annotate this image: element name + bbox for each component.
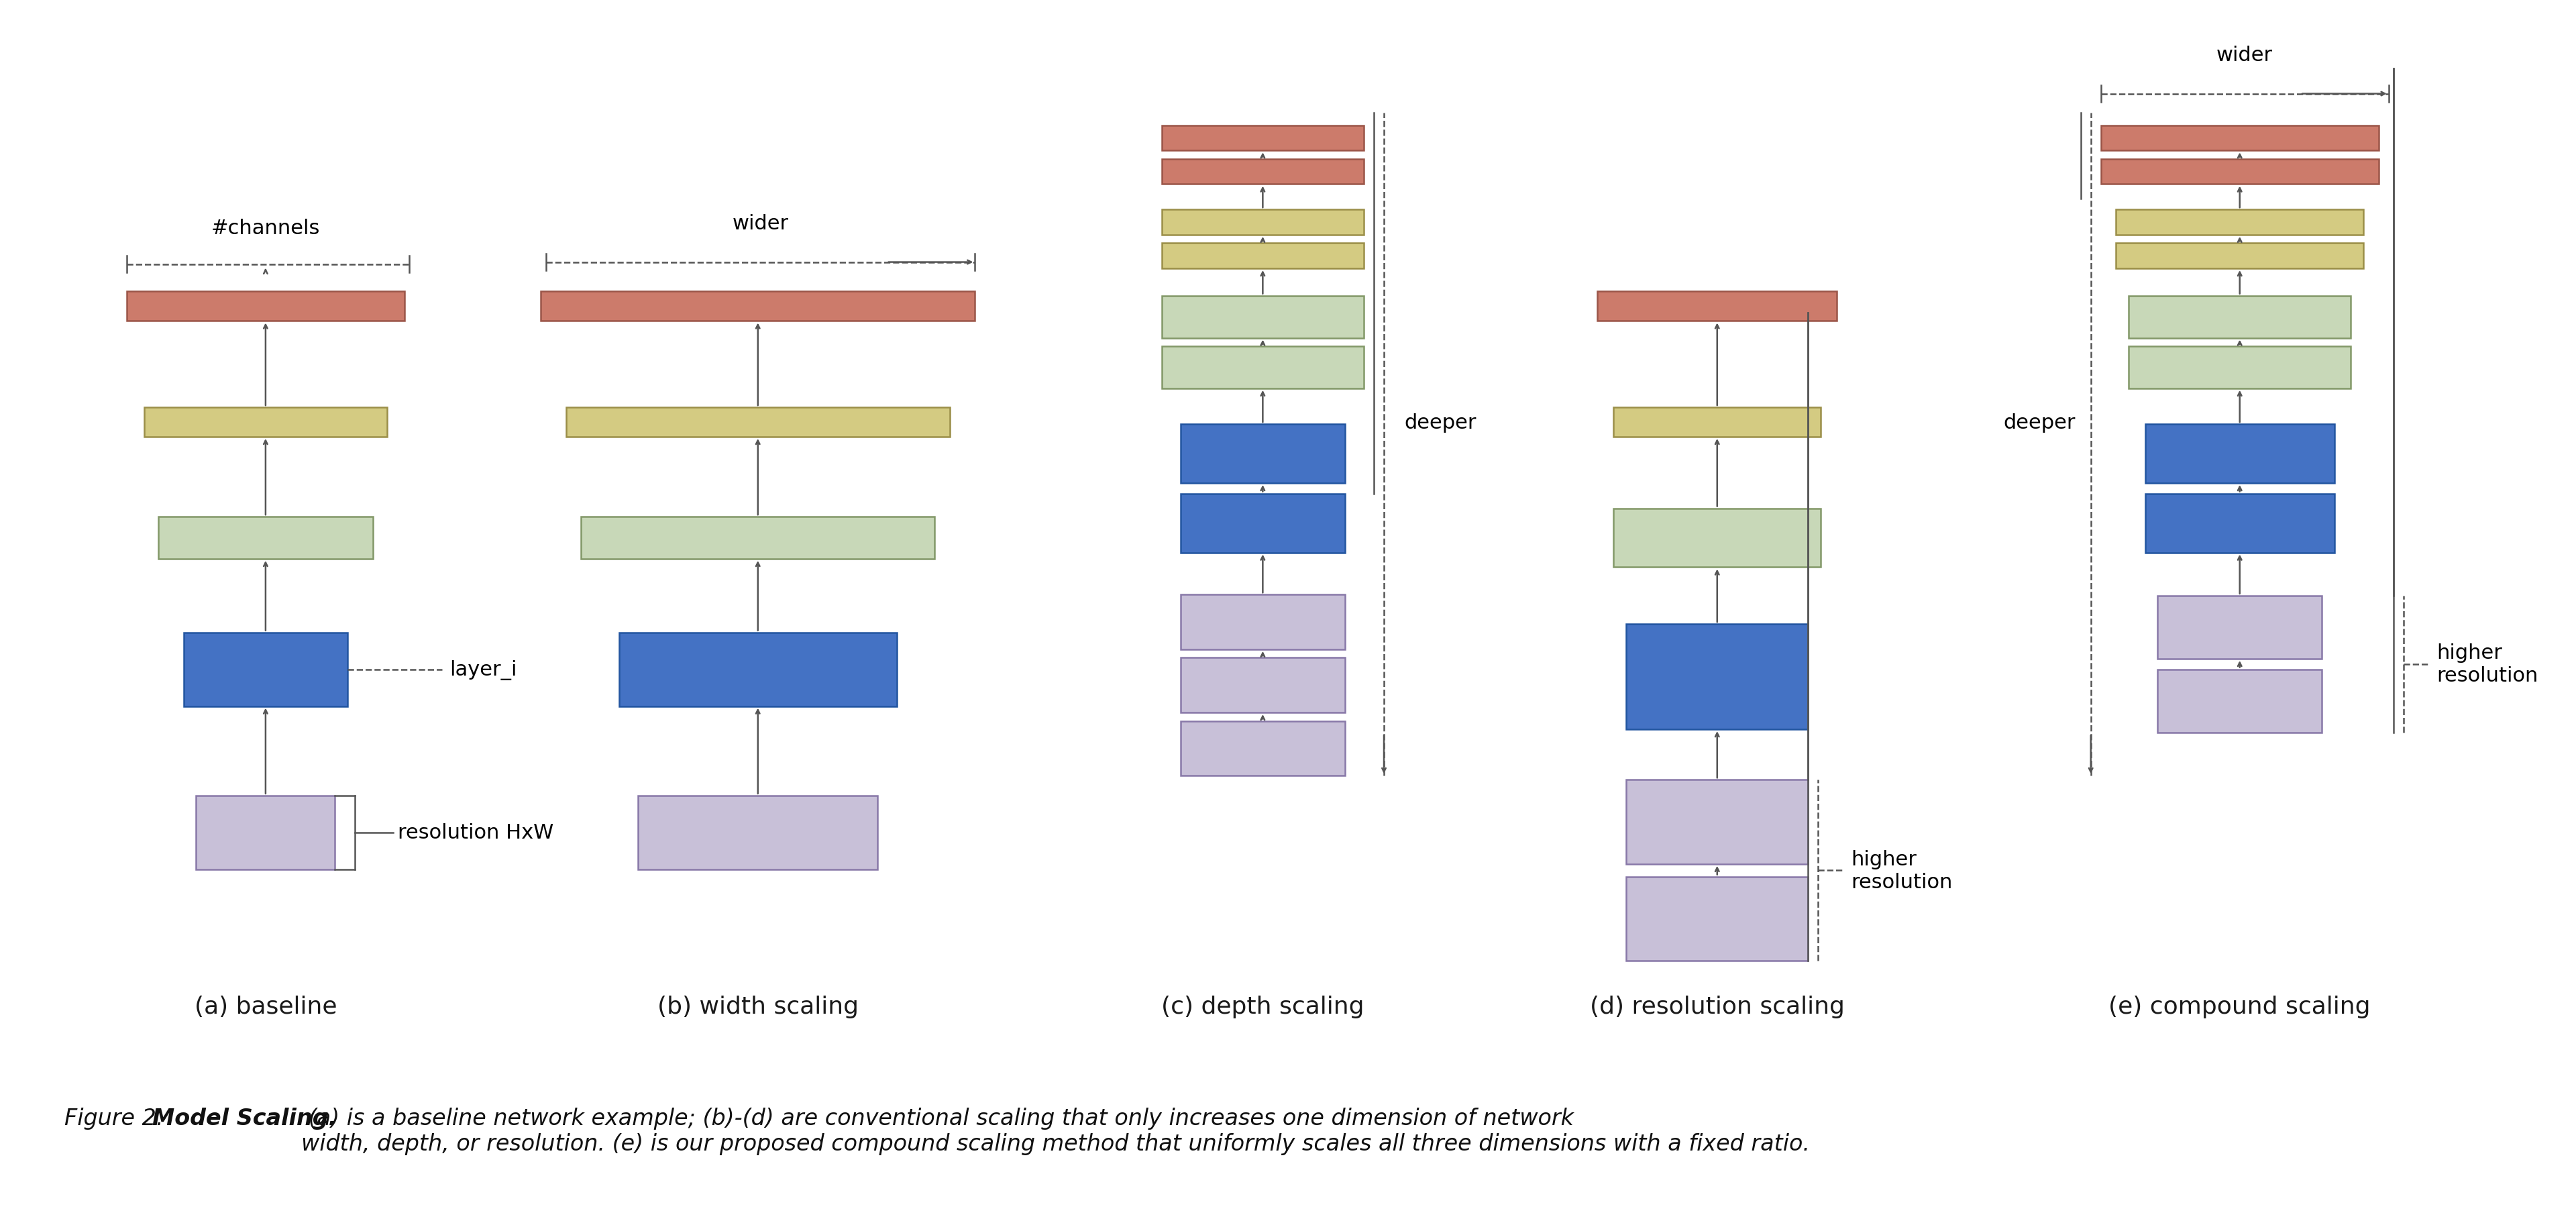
Text: (a) baseline: (a) baseline [193,994,337,1018]
FancyBboxPatch shape [1613,509,1821,567]
Text: Figure 2.: Figure 2. [64,1107,170,1129]
FancyBboxPatch shape [1162,243,1363,269]
Text: wider: wider [732,214,788,234]
Text: (d) resolution scaling: (d) resolution scaling [1589,994,1844,1018]
FancyBboxPatch shape [2159,596,2321,659]
FancyBboxPatch shape [2159,670,2321,733]
FancyBboxPatch shape [2146,424,2334,483]
FancyBboxPatch shape [2115,243,2362,269]
FancyBboxPatch shape [1180,722,1345,775]
FancyBboxPatch shape [2128,296,2352,339]
Text: #channels: #channels [211,219,319,238]
FancyBboxPatch shape [1625,780,1808,865]
FancyBboxPatch shape [1162,210,1363,235]
Text: layer_i: layer_i [451,659,518,680]
FancyBboxPatch shape [1625,625,1808,730]
FancyBboxPatch shape [196,796,335,870]
FancyBboxPatch shape [2102,159,2378,185]
Text: (e) compound scaling: (e) compound scaling [2110,994,2370,1018]
FancyBboxPatch shape [541,292,974,322]
Text: (a) is a baseline network example; (b)-(d) are conventional scaling that only in: (a) is a baseline network example; (b)-(… [301,1107,1811,1155]
FancyBboxPatch shape [1613,407,1821,437]
FancyBboxPatch shape [1162,159,1363,185]
FancyBboxPatch shape [1162,296,1363,339]
FancyBboxPatch shape [1162,346,1363,389]
FancyBboxPatch shape [1180,594,1345,649]
FancyBboxPatch shape [2128,346,2352,389]
FancyBboxPatch shape [1625,877,1808,961]
FancyBboxPatch shape [1180,424,1345,483]
Text: (c) depth scaling: (c) depth scaling [1162,994,1365,1018]
FancyBboxPatch shape [2115,210,2362,235]
Text: higher
resolution: higher resolution [2437,643,2537,685]
Text: deeper: deeper [2004,412,2076,432]
FancyBboxPatch shape [1162,126,1363,152]
FancyBboxPatch shape [144,407,386,437]
FancyBboxPatch shape [2102,126,2378,152]
FancyBboxPatch shape [157,517,374,559]
FancyBboxPatch shape [126,292,404,322]
FancyBboxPatch shape [618,632,896,707]
FancyBboxPatch shape [183,632,348,707]
Text: deeper: deeper [1404,412,1476,432]
FancyBboxPatch shape [582,517,935,559]
FancyBboxPatch shape [2146,494,2334,553]
Text: higher
resolution: higher resolution [1852,850,1953,892]
Text: (b) width scaling: (b) width scaling [657,994,858,1018]
FancyBboxPatch shape [1180,658,1345,713]
FancyBboxPatch shape [639,796,878,870]
Text: Model Scaling.: Model Scaling. [152,1107,337,1129]
Text: wider: wider [2215,45,2272,65]
Text: resolution HxW: resolution HxW [399,823,554,843]
FancyBboxPatch shape [1597,292,1837,322]
FancyBboxPatch shape [1180,494,1345,553]
FancyBboxPatch shape [567,407,951,437]
